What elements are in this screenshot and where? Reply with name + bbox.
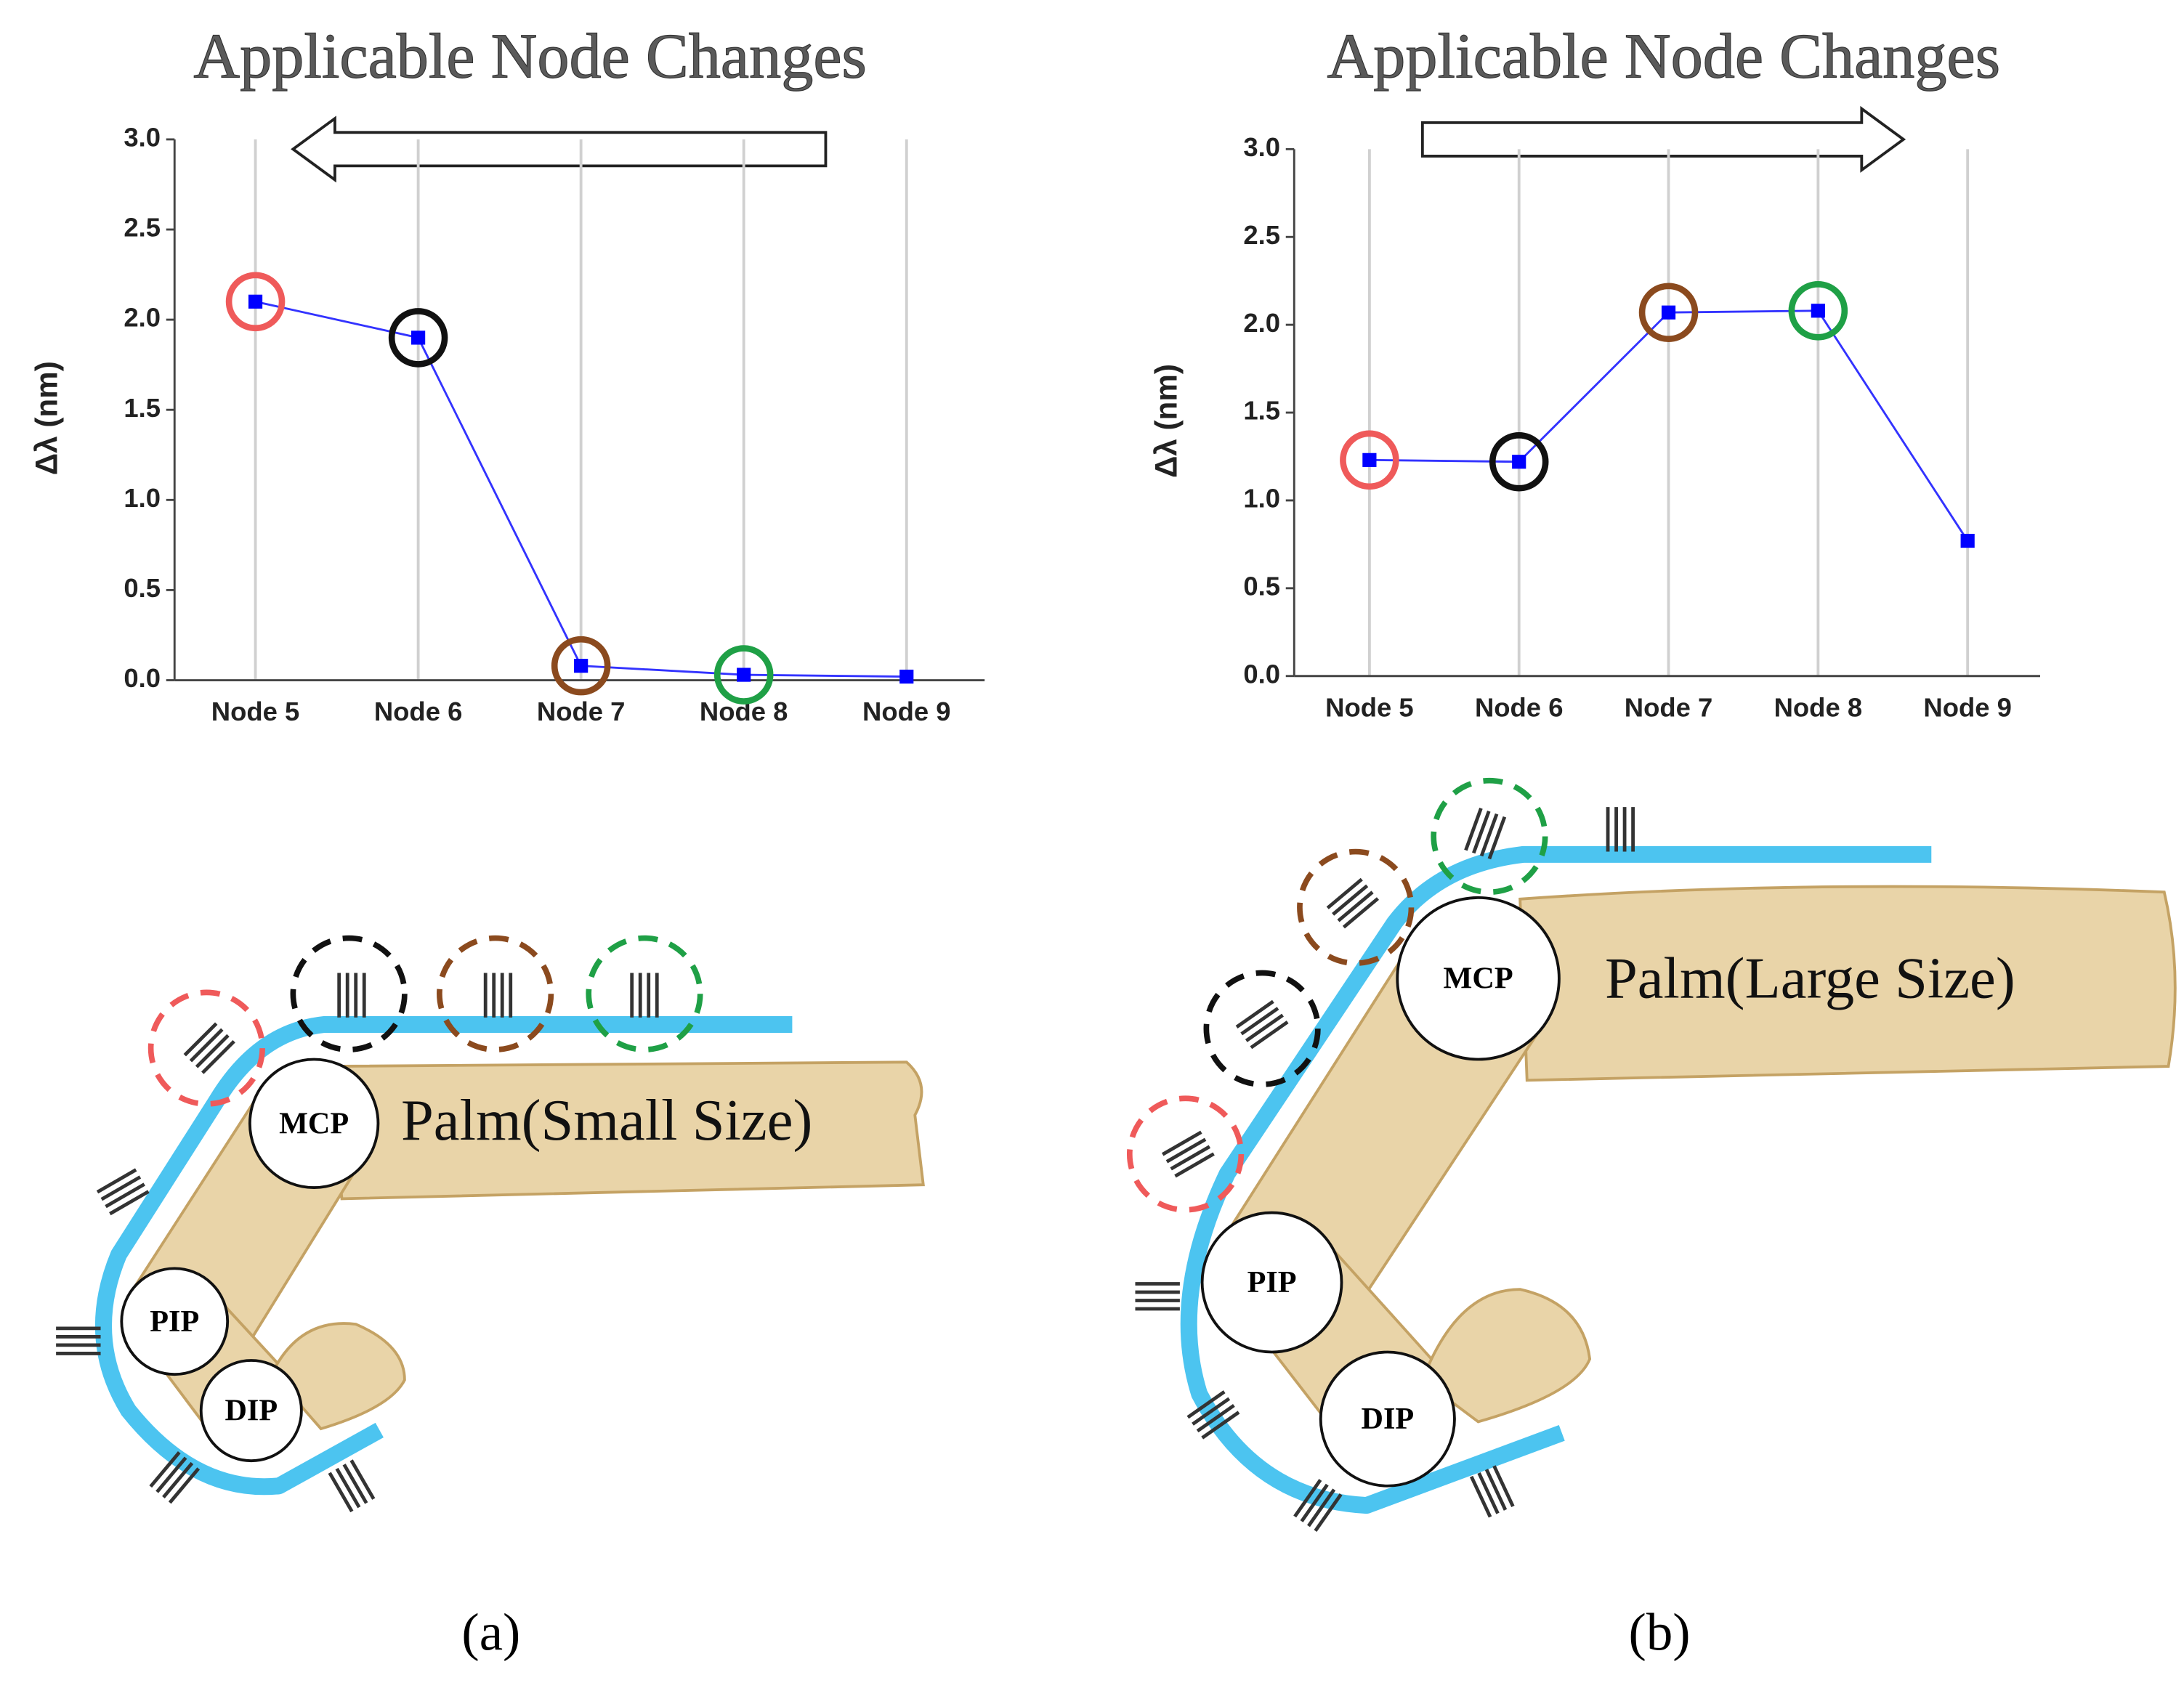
direction-arrow <box>291 115 828 183</box>
joint-label: PIP <box>150 1304 199 1339</box>
joint <box>1200 1211 1343 1354</box>
fingertip <box>270 1322 406 1431</box>
direction-arrow <box>1420 105 1906 173</box>
data-point <box>737 668 751 682</box>
highlight-ring <box>225 272 286 332</box>
joint-label: MCP <box>1444 962 1513 996</box>
fbg-node <box>632 973 658 1018</box>
palm-shape <box>1518 885 2177 1082</box>
joint-label: MCP <box>279 1106 349 1140</box>
y-tick-label: 1.0 <box>1243 484 1280 514</box>
fbg-node <box>1237 1002 1287 1048</box>
node-ring <box>290 935 408 1052</box>
y-tick-label: 0.5 <box>124 573 161 603</box>
data-point <box>1512 455 1526 469</box>
fbg-node <box>485 973 511 1018</box>
node-ring <box>1431 777 1548 896</box>
joint <box>1319 1350 1456 1488</box>
x-tick-label: Node 6 <box>374 697 463 726</box>
x-tick-label: Node 7 <box>537 697 626 726</box>
fbg-node <box>56 1328 100 1354</box>
y-tick-label: 3.0 <box>1243 132 1280 162</box>
panel-label: (a) <box>461 1603 520 1662</box>
x-tick-label: Node 6 <box>1475 692 1564 722</box>
x-tick-label: Node 9 <box>862 697 951 726</box>
highlight-ring <box>713 645 774 705</box>
highlight-ring <box>388 308 448 368</box>
joint <box>1396 896 1561 1061</box>
joint <box>199 1359 303 1463</box>
node-ring <box>1297 848 1415 966</box>
joint-label: PIP <box>1247 1265 1297 1299</box>
data-point <box>574 659 589 673</box>
palm-label: Palm(Large Size) <box>1605 946 2015 1010</box>
node-ring <box>437 935 554 1052</box>
node-ring <box>586 935 703 1052</box>
y-axis-label: Δλ (nm) <box>30 361 64 475</box>
fbg-node <box>185 1023 234 1073</box>
joint <box>248 1058 380 1189</box>
x-tick-label: Node 9 <box>1923 692 2012 722</box>
x-tick-label: Node 8 <box>1774 692 1863 722</box>
fingertip <box>1420 1288 1592 1424</box>
x-tick-label: Node 5 <box>211 697 300 726</box>
highlight-ring <box>1788 281 1848 341</box>
node-ring <box>147 989 265 1107</box>
fbg-node <box>1327 880 1378 928</box>
highlight-ring <box>1340 430 1399 490</box>
fiber-cable <box>94 1016 793 1496</box>
node-ring <box>1126 1095 1245 1213</box>
y-tick-label: 1.5 <box>1243 396 1280 426</box>
fbg-node <box>339 973 365 1018</box>
y-tick-label: 2.0 <box>1243 308 1280 338</box>
node-ring <box>1203 970 1321 1087</box>
joint <box>120 1267 230 1376</box>
x-tick-label: Node 5 <box>1325 692 1414 722</box>
joint-label: DIP <box>225 1394 278 1428</box>
y-tick-label: 0.0 <box>124 663 161 693</box>
x-tick-label: Node 7 <box>1625 692 1713 722</box>
chart-title: Applicable Node Changes <box>1327 21 2001 92</box>
y-tick-label: 0.5 <box>1243 571 1280 601</box>
data-point <box>248 294 263 309</box>
highlight-ring <box>1489 431 1549 492</box>
data-point <box>899 669 914 684</box>
data-point <box>1811 304 1825 318</box>
y-tick-label: 2.5 <box>1243 220 1280 250</box>
chart-title: Applicable Node Changes <box>193 21 867 92</box>
highlight-ring <box>551 636 611 696</box>
diagram-large: MCP PIP DIP Palm(Large Size) (b) <box>1126 777 2177 1662</box>
palm-shape <box>326 1060 925 1201</box>
joint-label: DIP <box>1362 1402 1415 1436</box>
data-point <box>1960 533 1975 548</box>
data-point <box>411 330 426 345</box>
y-tick-label: 2.5 <box>124 213 161 243</box>
data-point <box>1362 453 1377 467</box>
y-tick-label: 1.0 <box>124 483 161 513</box>
diagram-small: MCP PIP DIP Palm(Small Size) (a) <box>56 935 925 1662</box>
palm-label: Palm(Small Size) <box>401 1088 812 1153</box>
y-axis-label: Δλ (nm) <box>1149 364 1184 478</box>
panel-label: (b) <box>1629 1603 1691 1662</box>
y-tick-label: 0.0 <box>1243 659 1280 689</box>
fbg-node <box>1162 1132 1213 1177</box>
data-point <box>1661 305 1676 320</box>
y-tick-label: 3.0 <box>124 123 161 153</box>
fiber-cable <box>1180 845 1932 1514</box>
fbg-node <box>330 1461 374 1512</box>
fbg-node <box>1471 1466 1513 1517</box>
y-tick-label: 2.0 <box>124 303 161 333</box>
y-tick-label: 1.5 <box>124 393 161 423</box>
highlight-ring <box>1638 283 1699 342</box>
fbg-node <box>1608 807 1633 851</box>
fbg-node <box>1135 1283 1179 1309</box>
